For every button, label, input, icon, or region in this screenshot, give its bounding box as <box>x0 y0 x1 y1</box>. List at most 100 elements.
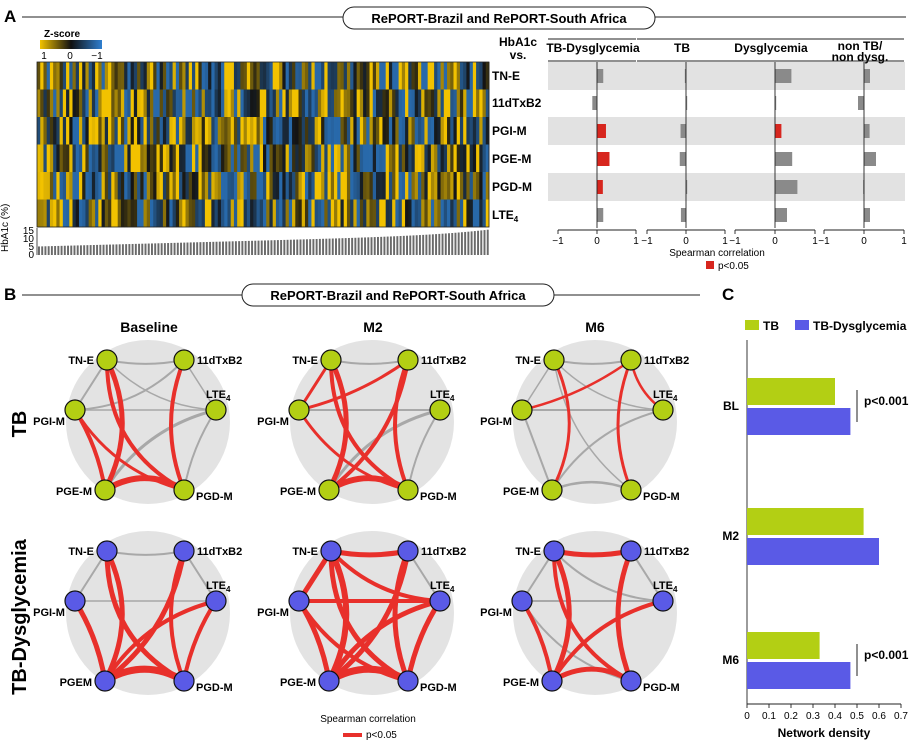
heatmap-cell <box>98 89 102 118</box>
heatmap-cell <box>214 89 219 118</box>
heatmap-cell <box>114 199 119 228</box>
heatmap-cell <box>46 144 51 173</box>
heatmap-cell <box>282 62 286 90</box>
heatmap-cell <box>253 62 257 90</box>
significant-edge <box>615 548 634 684</box>
heatmap-cell <box>53 117 57 145</box>
hba1c-bar <box>157 243 160 255</box>
nonsignificant-edge <box>103 408 218 492</box>
node-label-pgem: PGE-M <box>280 677 316 689</box>
heatmap-cell <box>185 172 190 200</box>
heatmap-cell <box>266 144 270 173</box>
heatmap-cell <box>137 117 141 145</box>
heatmap-cell <box>285 172 290 200</box>
hba1c-bar <box>273 240 276 255</box>
hba1c-tick-15: 15 <box>23 226 35 237</box>
heatmap-cell <box>159 62 164 90</box>
heatmap-cell <box>382 62 387 90</box>
heatmap-cell <box>356 89 361 118</box>
heatmap-cell <box>434 89 438 118</box>
heatmap-cell <box>179 199 183 228</box>
heatmap-cell <box>69 199 73 228</box>
heatmap-cell <box>459 144 464 173</box>
subscript: 4 <box>673 585 678 594</box>
hba1c-bar <box>50 246 53 255</box>
heatmap-cell <box>443 199 448 228</box>
heatmap-cell <box>69 62 73 90</box>
hba1c-bar <box>218 241 221 255</box>
hba1c-bar <box>296 239 299 255</box>
heatmap-cell <box>204 199 209 228</box>
heatmap-cell <box>166 199 170 228</box>
heatmap-cell <box>62 117 67 145</box>
heatmap-cell <box>208 172 212 200</box>
heatmap-cell <box>95 62 99 90</box>
heatmap-cell <box>379 89 383 118</box>
heatmap-cell <box>117 89 122 118</box>
heatmap-cell <box>376 117 380 145</box>
heatmap-cell <box>49 172 54 200</box>
heatmap-cell <box>456 144 461 173</box>
heatmap-cell <box>308 144 312 173</box>
hba1c-bar <box>151 243 153 255</box>
heatmap-cell <box>440 89 445 118</box>
heatmap-cell <box>201 89 206 118</box>
heatmap-cell <box>204 62 209 90</box>
heatmap-cell <box>440 144 445 173</box>
heatmap-cell <box>172 89 177 118</box>
heatmap-cell <box>292 199 296 228</box>
heatmap-cell <box>111 89 115 118</box>
heatmap-cell <box>350 62 354 90</box>
node-pgi-m <box>288 399 310 421</box>
node-label-pgim: PGI-M <box>257 607 289 619</box>
heatmap-cell <box>211 117 215 145</box>
heatmap-cell <box>372 172 377 200</box>
heatmap-cell <box>140 62 144 90</box>
node-tn-e <box>543 540 565 562</box>
corr-bar <box>864 208 870 222</box>
node-pge-m <box>318 479 340 501</box>
heatmap-cell <box>408 89 412 118</box>
density-bar-tbdys <box>747 662 851 689</box>
heatmap-cell <box>82 172 86 200</box>
panel-b-letter: B <box>4 285 16 304</box>
node-tn-e <box>96 540 118 562</box>
heatmap-cell <box>334 199 338 228</box>
heatmap-cell <box>156 117 161 145</box>
heatmap-cell <box>91 199 96 228</box>
hba1c-bar <box>96 244 99 255</box>
node-11dtxb2 <box>397 349 419 371</box>
heatmap-cell <box>443 117 448 145</box>
heatmap-cell <box>195 172 199 200</box>
node-lte4 <box>205 399 227 421</box>
heatmap-cell <box>311 199 316 228</box>
heatmap-cell <box>133 117 138 145</box>
hba1c-bar <box>267 240 270 255</box>
heatmap-cell <box>127 144 132 173</box>
heatmap-cell <box>466 199 471 228</box>
heatmap-cell <box>137 144 141 173</box>
hba1c-bar <box>192 242 195 255</box>
heatmap-cell <box>437 117 441 145</box>
heatmap-cell <box>82 62 86 90</box>
heatmap-cell <box>434 144 438 173</box>
heatmap-cell <box>366 62 370 90</box>
heatmap-cell <box>359 89 364 118</box>
corr-bar <box>864 124 870 138</box>
heatmap-cell <box>153 172 157 200</box>
hba1c-bar <box>305 239 308 255</box>
heatmap-cell <box>376 199 380 228</box>
heatmap-cell <box>408 144 412 173</box>
heatmap-cell <box>117 117 122 145</box>
heatmap-cell <box>182 62 186 90</box>
hba1c-bar-strip <box>38 229 489 255</box>
heatmap-cell <box>78 62 83 90</box>
node-lte4 <box>429 590 451 612</box>
corr-x-tick-label: −1 <box>729 236 741 247</box>
network-5: TN-E 11dTxB2 LTE4 PGI-M PGE-M PGD-M <box>480 531 689 695</box>
heatmap-frame <box>36 61 490 228</box>
heatmap-cell <box>172 62 177 90</box>
hba1c-bar <box>325 238 328 255</box>
heatmap-cell <box>379 117 383 145</box>
heatmap-cell <box>440 172 445 200</box>
